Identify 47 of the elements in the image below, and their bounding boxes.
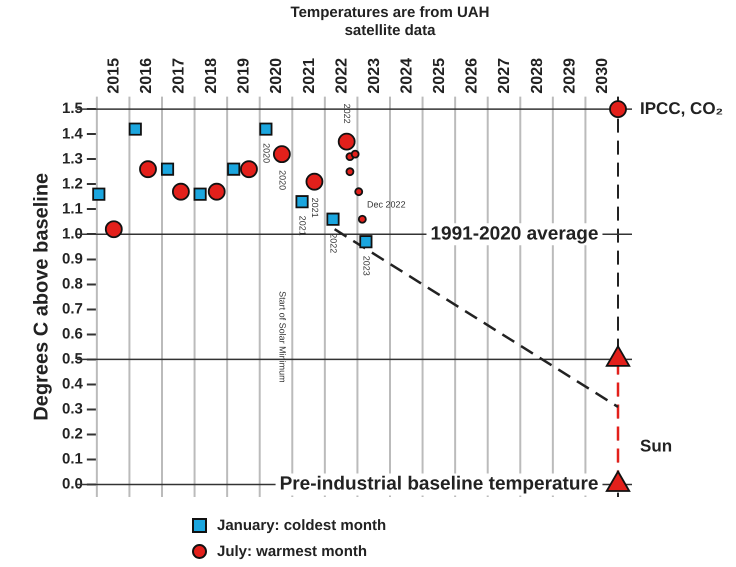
y-axis-title: Degrees C above baseline <box>30 172 53 421</box>
y-tick-label: 1.2 <box>62 175 83 192</box>
y-tick-label: 1.0 <box>62 225 83 242</box>
series-label: IPCC, CO₂ <box>640 98 724 118</box>
y-tick-label: 0.1 <box>62 450 83 468</box>
x-tick-label: 2024 <box>398 58 416 94</box>
series-label: Sun <box>640 436 672 456</box>
y-tick-label: 0.0 <box>62 476 83 493</box>
annotation: 2021 <box>310 198 320 218</box>
y-tick-label: 1.4 <box>62 125 84 142</box>
x-tick-label: 2018 <box>203 58 220 94</box>
x-tick-label: 2017 <box>170 58 188 94</box>
y-tick-label: 1.3 <box>62 150 83 168</box>
annotation: 2020 <box>277 170 288 190</box>
annotation: Start of Solar Minimum <box>277 291 288 383</box>
chart-title: Temperatures are from UAH satellite data <box>290 4 490 40</box>
x-tick-label: 2020 <box>268 58 286 94</box>
x-tick-label: 2027 <box>496 58 514 94</box>
x-tick-label: 2016 <box>138 58 155 94</box>
x-tick-label: 2015 <box>105 58 122 94</box>
legend-label: January: coldest month <box>216 516 386 536</box>
x-tick-label: 2030 <box>594 58 611 94</box>
y-tick-label: 0.6 <box>62 325 83 342</box>
x-tick-label: 2026 <box>464 58 481 94</box>
y-tick-label: 0.5 <box>62 350 83 368</box>
x-tick-label: 2019 <box>236 58 253 94</box>
x-tick-label: 2029 <box>561 58 578 94</box>
ref-line-label: Pre-industrial baseline temperature <box>280 474 598 495</box>
x-tick-label: 2022 <box>333 58 350 94</box>
annotation: 2020 <box>261 143 272 164</box>
annotation: Dec 2022 <box>367 200 406 210</box>
legend-label: July: warmest month <box>216 542 368 562</box>
y-tick-label: 0.8 <box>62 275 83 292</box>
y-tick-label: 0.7 <box>62 300 83 318</box>
y-tick-label: 0.2 <box>62 426 83 443</box>
x-tick-label: 2028 <box>528 58 546 94</box>
x-tick-label: 2023 <box>366 58 383 94</box>
ref-line-label: 1991-2020 average <box>430 223 598 244</box>
x-tick-label: 2021 <box>300 58 318 94</box>
annotation: 2022 <box>342 104 352 124</box>
y-tick-label: 1.1 <box>62 200 83 218</box>
y-tick-label: 1.5 <box>62 100 83 118</box>
y-tick-label: 0.9 <box>62 250 83 268</box>
y-tick-label: 0.3 <box>62 400 83 418</box>
annotation: 2023 <box>361 256 372 276</box>
x-tick-label: 2025 <box>431 58 448 94</box>
y-tick-label: 0.4 <box>62 376 84 393</box>
